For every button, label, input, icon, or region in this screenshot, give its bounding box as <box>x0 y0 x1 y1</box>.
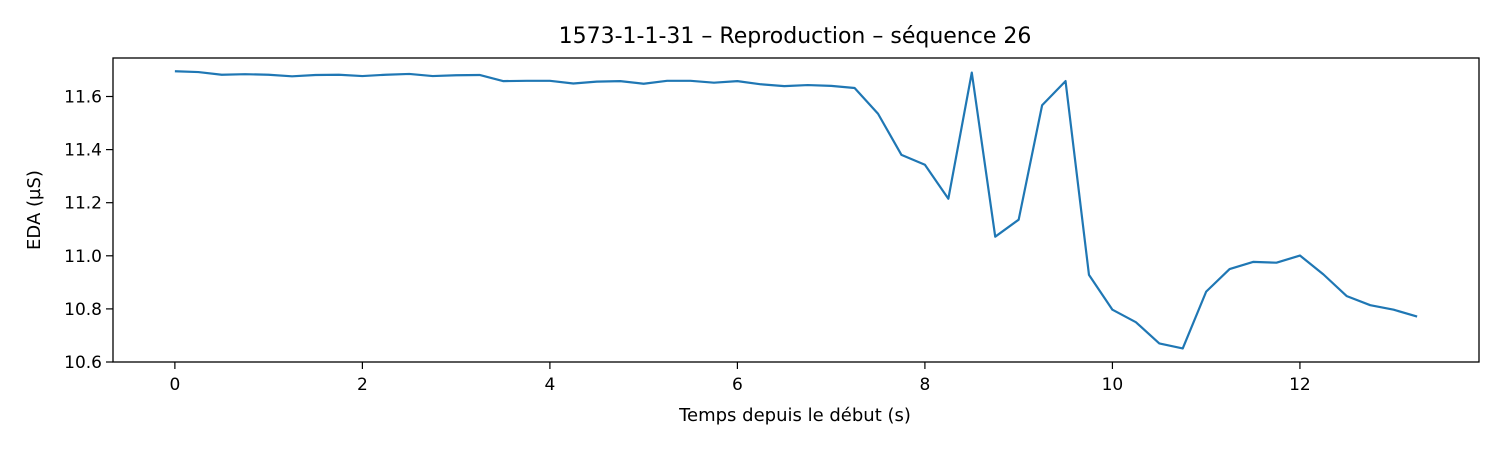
y-axis-label: EDA (µS) <box>24 170 45 250</box>
y-tick-label: 11.0 <box>64 247 102 267</box>
axis-ticks: 0 2 4 6 8 10 12 10.6 10.8 11.0 11.2 11.4 11.6 <box>64 87 1311 395</box>
y-tick-label: 11.2 <box>64 194 102 214</box>
x-tick-label: 4 <box>544 375 555 395</box>
y-tick-label: 10.6 <box>64 353 102 373</box>
chart-title: 1573-1-1-31 – Reproduction – séquence 26 <box>559 24 1032 49</box>
eda-series-line <box>174 70 1418 350</box>
plot-frame <box>112 57 1480 363</box>
x-tick-label: 0 <box>169 375 180 395</box>
y-tick-label: 11.4 <box>64 141 102 161</box>
y-tick-label: 11.6 <box>64 87 102 107</box>
x-tick-label: 8 <box>919 375 930 395</box>
x-tick-label: 10 <box>1102 375 1124 395</box>
x-axis-label: Temps depuis le début (s) <box>678 405 911 426</box>
x-tick-label: 6 <box>732 375 743 395</box>
x-tick-label: 2 <box>357 375 368 395</box>
y-tick-label: 10.8 <box>64 300 102 320</box>
plot-area <box>174 70 1418 350</box>
x-tick-label: 12 <box>1289 375 1311 395</box>
